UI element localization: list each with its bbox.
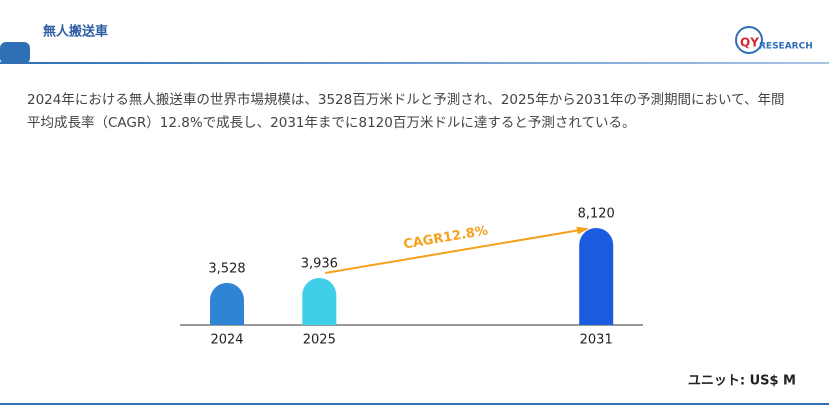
header-rule xyxy=(0,62,829,64)
bar xyxy=(579,228,614,325)
value-label: 8,120 xyxy=(578,207,615,222)
x-tick-label: 2031 xyxy=(580,333,613,348)
value-label: 3,936 xyxy=(301,256,338,271)
logo-text: RESEARCH xyxy=(759,42,813,52)
x-tick-label: 2024 xyxy=(210,333,243,348)
cagr-arrowhead xyxy=(576,226,590,235)
logo-mark: QY xyxy=(740,36,759,50)
description-line: 平均成長率（CAGR）12.8%で成長し、2031年までに8120百万米ドルに達… xyxy=(27,114,635,131)
unit-label: ユニット: US$ M xyxy=(688,374,796,389)
bar xyxy=(302,277,337,325)
cagr-arrow xyxy=(325,228,587,274)
description-line: 2024年における無人搬送車の世界市場規模は、3528百万米ドルと予測され、20… xyxy=(27,91,784,108)
logo-ring xyxy=(735,26,763,54)
bar xyxy=(210,282,244,325)
footer-rule xyxy=(0,403,829,405)
x-tick-label: 2025 xyxy=(303,333,336,348)
header-title: 無人搬送車 xyxy=(43,24,108,40)
header-tab xyxy=(0,42,30,64)
value-label: 3,528 xyxy=(208,261,245,276)
